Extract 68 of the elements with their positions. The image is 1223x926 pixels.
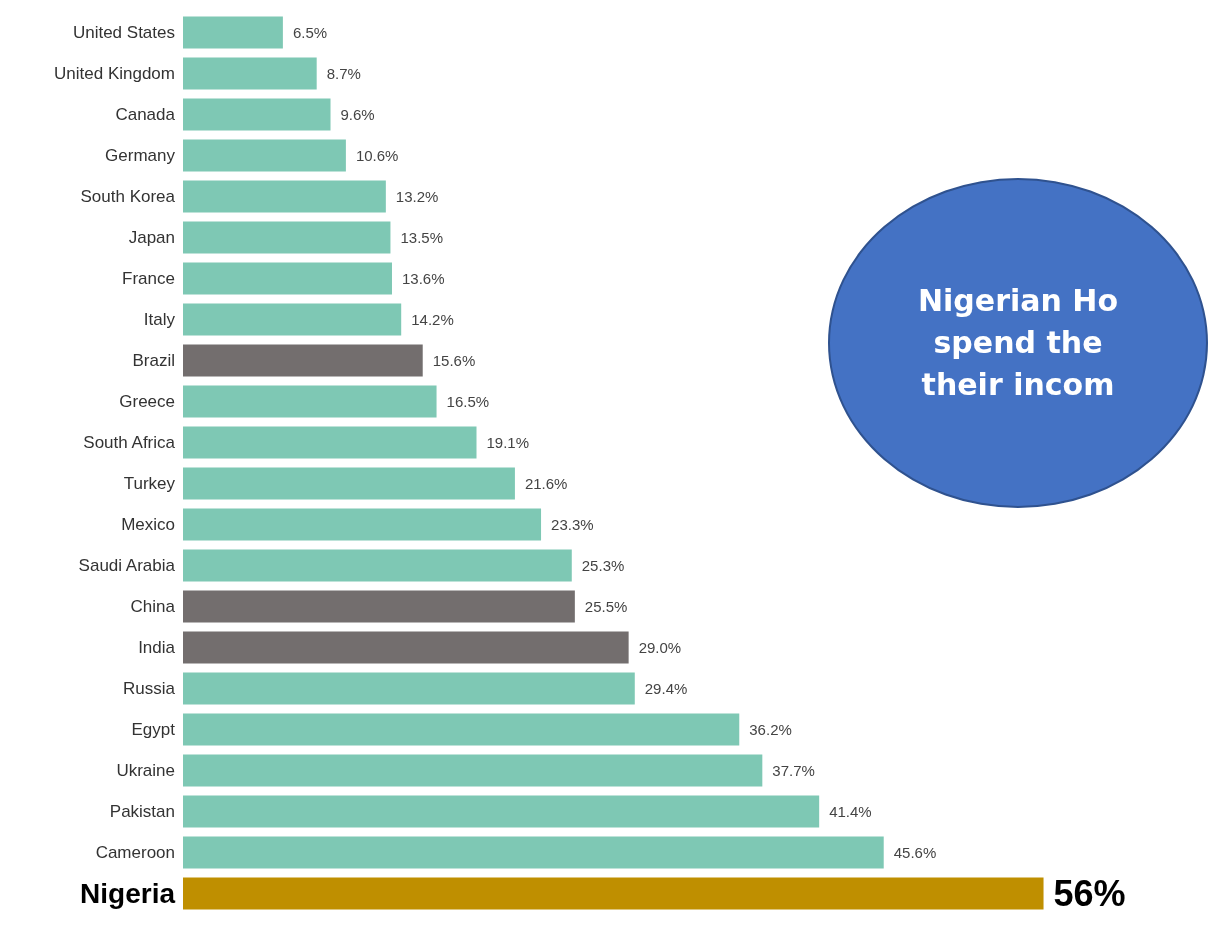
bar [183, 672, 635, 705]
bar [183, 549, 572, 582]
bar [183, 139, 346, 172]
y-tick-label: Italy [143, 310, 176, 329]
data-label: 9.6% [340, 106, 375, 123]
data-label: 21.6% [524, 475, 568, 492]
y-tick-label: China [130, 597, 176, 616]
data-label: 15.6% [432, 352, 476, 369]
y-tick-label: Ukraine [116, 761, 175, 780]
bar [183, 713, 740, 746]
bar [183, 221, 391, 254]
y-tick-label: Cameroon [95, 843, 175, 862]
y-tick-label: Canada [115, 105, 176, 124]
bar [183, 57, 317, 90]
bar [183, 508, 542, 541]
y-tick-label: Brazil [132, 351, 175, 370]
y-tick-label: United Kingdom [54, 64, 175, 83]
y-tick-label: India [138, 638, 176, 657]
y-tick-label: South Africa [83, 433, 176, 452]
data-label: 41.4% [829, 803, 872, 820]
y-tick-label: South Korea [80, 187, 176, 206]
data-label: 29.4% [644, 680, 688, 697]
data-label: 8.7% [326, 65, 361, 82]
bar [183, 467, 515, 500]
y-tick-label: Japan [128, 228, 175, 247]
data-label: 14.2% [411, 311, 454, 328]
data-label: 25.3% [581, 557, 625, 574]
y-tick-label: Germany [105, 146, 176, 165]
y-tick-label: Turkey [123, 474, 176, 493]
data-label: 45.6% [893, 844, 937, 861]
data-label: 13.5% [400, 229, 443, 246]
data-label: 36.2% [749, 721, 792, 738]
bar [183, 795, 820, 828]
bar [183, 344, 423, 377]
bar [183, 262, 392, 295]
data-label: 25.5% [584, 598, 628, 615]
y-tick-label: Egypt [131, 720, 176, 739]
y-tick-label: Greece [119, 392, 175, 411]
ellipse-callout: Nigerian Ho spend the their incom [828, 178, 1208, 508]
bar [183, 16, 283, 49]
y-tick-label: Nigeria [80, 878, 176, 909]
data-label: 16.5% [446, 393, 490, 410]
data-label: 6.5% [292, 24, 328, 41]
data-label: 19.1% [486, 434, 530, 451]
y-tick-label: Russia [123, 679, 176, 698]
data-label: 37.7% [772, 762, 815, 779]
data-label: 13.6% [401, 270, 445, 287]
data-label: 29.0% [638, 639, 682, 656]
data-label: 10.6% [355, 147, 399, 164]
bar [183, 426, 477, 459]
y-tick-label: Mexico [121, 515, 175, 534]
bar [183, 303, 402, 336]
bar [183, 385, 437, 418]
y-tick-label: Saudi Arabia [78, 556, 176, 575]
data-label: 23.3% [551, 516, 594, 533]
bar [183, 754, 763, 787]
data-label: 56% [1053, 873, 1126, 914]
y-tick-label: Pakistan [109, 802, 175, 821]
bar [183, 877, 1044, 910]
bar [183, 631, 629, 664]
bar [183, 180, 386, 213]
bar [183, 98, 331, 131]
bar [183, 836, 884, 869]
annotation: Nigerian Ho spend the their incom [917, 282, 1119, 404]
y-tick-label: United States [72, 23, 175, 42]
bar [183, 590, 575, 623]
data-label: 13.2% [395, 188, 439, 205]
y-tick-label: France [122, 269, 175, 288]
